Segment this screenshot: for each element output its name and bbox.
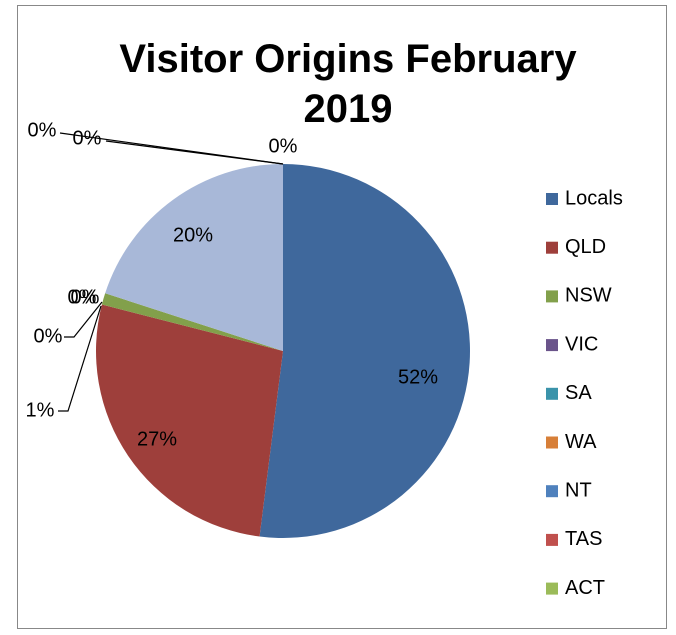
legend-label: WA <box>565 431 597 453</box>
data-label: 20% <box>173 224 213 246</box>
leader-line <box>58 305 102 412</box>
leader-line <box>64 301 103 338</box>
data-label: 0% <box>269 135 298 157</box>
legend-swatch <box>546 533 558 546</box>
legend-label: QLD <box>565 236 606 258</box>
legend-label: SA <box>565 382 592 404</box>
data-label: 0% <box>71 286 100 308</box>
legend-swatch <box>546 290 558 303</box>
legend-label: NT <box>565 479 592 501</box>
leader-line <box>105 140 284 165</box>
data-label: 0% <box>34 325 63 347</box>
legend-label: VIC <box>565 333 598 355</box>
legend-swatch <box>546 241 558 254</box>
chart-frame <box>17 5 667 629</box>
legend-swatch <box>546 339 558 352</box>
legend-swatch <box>546 436 558 449</box>
legend-label: TAS <box>565 528 602 550</box>
legend-label: NSW <box>565 285 612 307</box>
pie-slice <box>101 293 284 351</box>
data-label: 1% <box>26 399 55 421</box>
data-label: 0% <box>73 127 102 149</box>
pie-slice <box>259 164 470 538</box>
pie-slice <box>95 304 283 537</box>
data-label: 0% <box>68 286 97 308</box>
data-label: 52% <box>398 366 438 388</box>
data-label: 0% <box>28 119 57 141</box>
legend-swatch <box>546 193 558 205</box>
pie-slice <box>105 164 283 351</box>
legend-swatch <box>546 485 558 498</box>
legend-swatch <box>546 387 558 400</box>
legend-label: Locals <box>565 187 623 209</box>
legend-label: ACT <box>565 577 605 599</box>
legend-swatch <box>546 582 558 595</box>
chart-title: Visitor Origins February 2019 <box>119 37 577 131</box>
data-label: 27% <box>137 428 177 450</box>
